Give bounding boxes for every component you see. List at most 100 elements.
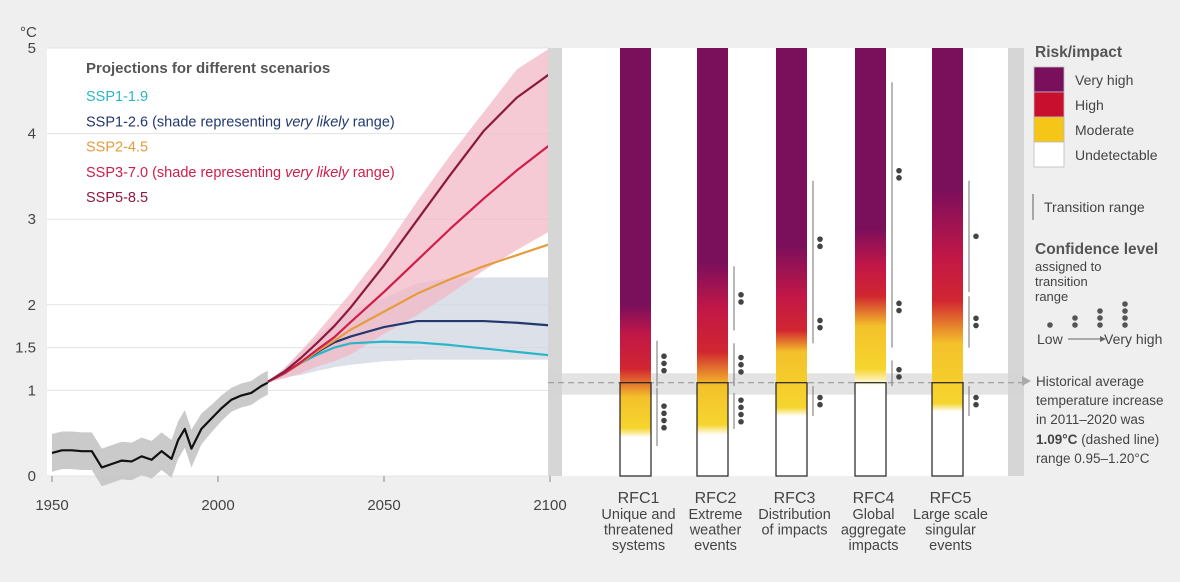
confidence-dot [738, 404, 744, 411]
confidence-dot [896, 307, 902, 314]
right-divider [1008, 48, 1024, 476]
confidence-sub-1: assigned to [1035, 259, 1102, 274]
column-outline-rfc1 [619, 382, 652, 477]
confidence-dot [817, 394, 823, 401]
confidence-dot [661, 417, 667, 424]
historical-range-text: range 0.95–1.20°C [1036, 451, 1150, 466]
legend-italic: very likely [285, 165, 349, 181]
confidence-dot [817, 243, 823, 250]
rfc-label: RFC5 [930, 490, 972, 507]
legend-suffix: (shade representing [148, 114, 285, 130]
column-outline-rfc5 [931, 382, 964, 477]
legend-label: SSP2-4.5 [86, 140, 148, 156]
temperature-projection-chart: °C 0 1 1.5 2 3 4 5 1950 2000 2050 2100 Projection… [15, 24, 567, 514]
confidence-dot [896, 300, 902, 307]
rfc-sublabel: Global [853, 507, 895, 523]
y-tick-label: 2 [28, 297, 36, 314]
confidence-dot [896, 167, 902, 174]
y-tick-label: 0 [28, 468, 36, 485]
column-rfc1 [620, 48, 651, 476]
confidence-dot [973, 401, 979, 408]
confidence-dot [661, 403, 667, 409]
y-axis-unit: °C [20, 24, 37, 41]
confidence-dot [661, 424, 667, 431]
confidence-dot [738, 397, 744, 403]
rfc-sublabel: weather [689, 523, 742, 539]
confidence-dot [738, 299, 744, 305]
column-rfc2 [697, 48, 728, 476]
uncertainty-bands [52, 48, 550, 487]
confidence-dot [661, 360, 667, 367]
legend-entry: SSP1-2.6 (shade representing very likely… [86, 114, 395, 130]
confidence-sub-2: transition [1035, 274, 1088, 289]
rfc-sublabel: aggregate [841, 523, 906, 539]
confidence-dot [817, 401, 823, 408]
historical-band [52, 370, 268, 487]
historical-line [51, 381, 269, 469]
legend-label: SSP1-1.9 [86, 89, 148, 105]
confidence-dot [973, 315, 979, 322]
x-tick-label: 1950 [35, 497, 68, 514]
rfc-sublabel: Extreme [689, 507, 743, 523]
rfc-label: RFC3 [774, 490, 816, 507]
risk-level-label: Undetectable [1075, 147, 1158, 163]
confidence-key-dot [1122, 301, 1128, 307]
confidence-dot [738, 418, 744, 425]
historical-value-tail: (dashed line) [1077, 432, 1159, 447]
confidence-dot [661, 353, 667, 360]
risk-level-swatch [1033, 91, 1065, 118]
risk-level-label: Very high [1075, 72, 1133, 88]
historical-note-value: 1.09°C (dashed line) [1036, 432, 1159, 447]
confidence-dot [661, 410, 667, 417]
risk-level-label: High [1075, 97, 1104, 113]
confidence-key-dot [1097, 315, 1103, 321]
rfc-sublabel: of impacts [761, 523, 827, 539]
chart-title: Projections for different scenarios [86, 60, 330, 77]
historical-series [51, 381, 269, 469]
rfc-sublabel: systems [612, 538, 665, 554]
risk-level-swatch [1033, 116, 1065, 143]
scenario-series [267, 72, 551, 383]
confidence-arrowhead-icon [1100, 336, 1106, 342]
legend-entry: SSP1-1.9 [86, 89, 148, 105]
legend-entry: SSP5-8.5 [86, 190, 148, 206]
rfc-sublabel: Unique and [601, 507, 675, 523]
confidence-key-dot [1122, 322, 1128, 328]
column-outline-rfc2 [696, 382, 729, 477]
left-divider [548, 48, 562, 476]
y-tick-label: 3 [28, 211, 36, 228]
confidence-key-dot [1097, 308, 1103, 314]
x-tick-label: 2100 [533, 497, 566, 514]
y-tick-label: 1.5 [15, 340, 36, 357]
y-tick-label: 4 [28, 126, 36, 143]
legend-suffix: (shade representing [148, 165, 285, 181]
scenario-legend: SSP1-1.9 SSP1-2.6 (shade representing ver… [86, 89, 395, 206]
legend-tail: range) [349, 165, 395, 181]
historical-arrow-icon [1022, 376, 1031, 386]
column-rfc3 [776, 48, 807, 476]
y-axis-ticks: 0 1 1.5 2 3 4 5 [15, 40, 36, 485]
transition-range-label: Transition range [1044, 199, 1145, 215]
column-outline-rfc4 [854, 382, 887, 477]
column-outline-rfc3 [775, 382, 808, 477]
confidence-dot [738, 411, 744, 418]
legend-entry: SSP3-7.0 (shade representing very likely… [86, 165, 395, 181]
confidence-dot [661, 367, 667, 374]
legend-label: SSP3-7.0 [86, 165, 148, 181]
y-tick-label: 5 [28, 40, 36, 57]
confidence-dots-icon [1047, 301, 1128, 328]
y-tick-label: 1 [28, 382, 36, 399]
rfc-label: RFC2 [695, 490, 737, 507]
confidence-dot [738, 354, 744, 361]
confidence-dot [896, 374, 902, 380]
legend-entry: SSP2-4.5 [86, 140, 148, 156]
legend-label: SSP1-2.6 [86, 114, 148, 130]
confidence-dot [738, 291, 744, 298]
confidence-dot [896, 366, 902, 373]
rfc-sublabel: singular [925, 523, 976, 539]
risk-key-title: Risk/impact [1035, 44, 1122, 61]
